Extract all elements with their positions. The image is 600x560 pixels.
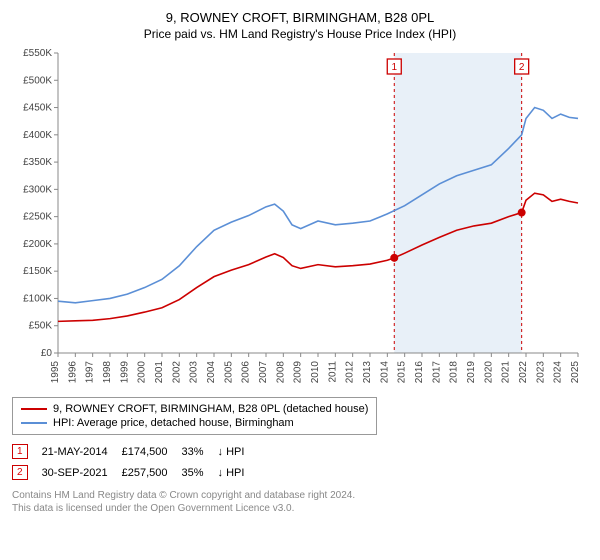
svg-text:2006: 2006 [241,361,252,384]
chart-area: £0 £50K £100K £150K £200K £250K £300K £350K £400… [12,49,588,389]
svg-text:2: 2 [519,62,525,73]
svg-text:£250K: £250K [23,212,52,223]
svg-text:1997: 1997 [85,361,96,384]
svg-text:2010: 2010 [310,361,321,384]
footer-text: Contains HM Land Registry data © Crown c… [12,489,588,515]
marker-2: 2 [12,465,28,480]
svg-text:£150K: £150K [23,266,52,277]
svg-text:2013: 2013 [362,361,373,384]
svg-text:2018: 2018 [449,361,460,384]
svg-text:2002: 2002 [171,361,182,384]
svg-text:2015: 2015 [397,361,408,384]
svg-text:2024: 2024 [553,361,564,384]
marker-1: 1 [12,444,28,459]
svg-text:£400K: £400K [23,130,52,141]
svg-text:£0: £0 [41,348,53,359]
svg-text:2001: 2001 [154,361,165,384]
svg-text:2020: 2020 [483,361,494,384]
svg-text:£350K: £350K [23,157,52,168]
svg-text:1996: 1996 [67,361,78,384]
svg-text:£200K: £200K [23,239,52,250]
svg-text:1999: 1999 [119,361,130,384]
svg-text:1998: 1998 [102,361,113,384]
chart-subtitle: Price paid vs. HM Land Registry's House … [12,27,588,41]
svg-text:2019: 2019 [466,361,477,384]
svg-text:2023: 2023 [535,361,546,384]
svg-text:£300K: £300K [23,184,52,195]
svg-text:£100K: £100K [23,293,52,304]
legend: 9, ROWNEY CROFT, BIRMINGHAM, B28 0PL (de… [12,397,377,435]
svg-text:£550K: £550K [23,49,52,59]
svg-text:2022: 2022 [518,361,529,384]
svg-text:2017: 2017 [431,361,442,384]
svg-text:£500K: £500K [23,75,52,86]
svg-text:2021: 2021 [501,361,512,384]
sale-pct-2: 35% [182,462,218,483]
svg-text:2008: 2008 [275,361,286,384]
svg-text:2016: 2016 [414,361,425,384]
sale-rel-2: ↓ HPI [218,462,259,483]
svg-text:2012: 2012 [345,361,356,384]
sale-date-1: 21-MAY-2014 [42,441,122,462]
sale-price-2: £257,500 [122,462,182,483]
svg-text:2005: 2005 [223,361,234,384]
svg-text:2014: 2014 [379,361,390,384]
svg-text:2003: 2003 [189,361,200,384]
svg-text:2011: 2011 [327,361,338,383]
svg-text:£450K: £450K [23,103,52,114]
svg-text:1995: 1995 [50,361,61,384]
chart-title: 9, ROWNEY CROFT, BIRMINGHAM, B28 0PL [12,10,588,25]
svg-text:2009: 2009 [293,361,304,384]
sale-date-2: 30-SEP-2021 [42,462,122,483]
svg-text:2007: 2007 [258,361,269,384]
sale-rel-1: ↓ HPI [218,441,259,462]
sale-price-1: £174,500 [122,441,182,462]
svg-text:£50K: £50K [29,321,53,332]
sale-pct-1: 33% [182,441,218,462]
sales-table: 1 21-MAY-2014 £174,500 33% ↓ HPI 2 30-SE… [12,441,258,483]
svg-text:2004: 2004 [206,361,217,384]
svg-text:2000: 2000 [137,361,148,384]
legend-label-1: 9, ROWNEY CROFT, BIRMINGHAM, B28 0PL (de… [53,403,368,415]
svg-text:1: 1 [391,62,397,73]
legend-label-2: HPI: Average price, detached house, Birm… [53,417,294,429]
svg-text:2025: 2025 [570,361,581,384]
